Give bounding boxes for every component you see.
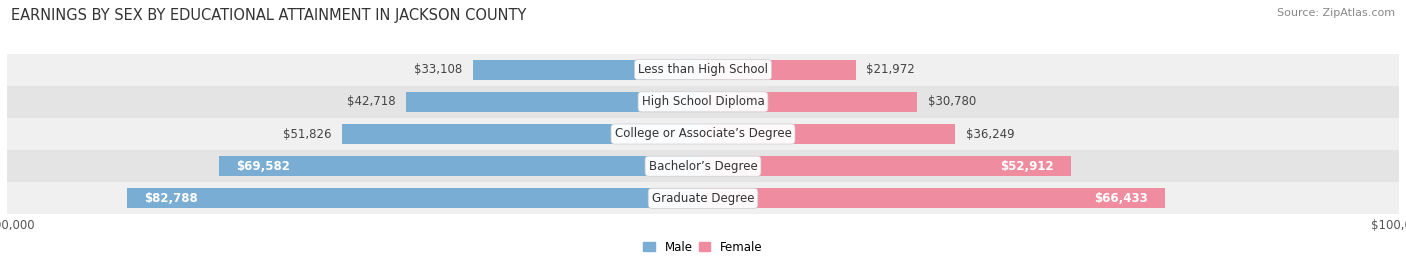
Bar <box>127 188 703 208</box>
Text: $52,912: $52,912 <box>1000 160 1054 173</box>
Bar <box>406 92 703 112</box>
Bar <box>7 86 1399 118</box>
Bar <box>7 182 1399 214</box>
Text: EARNINGS BY SEX BY EDUCATIONAL ATTAINMENT IN JACKSON COUNTY: EARNINGS BY SEX BY EDUCATIONAL ATTAINMEN… <box>11 8 527 23</box>
Bar <box>7 118 1399 150</box>
Bar <box>703 156 1071 176</box>
Text: High School Diploma: High School Diploma <box>641 95 765 108</box>
Bar <box>703 92 917 112</box>
Text: $36,249: $36,249 <box>966 128 1014 140</box>
Text: $42,718: $42,718 <box>347 95 395 108</box>
Bar <box>342 124 703 144</box>
Text: $69,582: $69,582 <box>236 160 290 173</box>
Bar <box>219 156 703 176</box>
Text: $51,826: $51,826 <box>284 128 332 140</box>
Text: College or Associate’s Degree: College or Associate’s Degree <box>614 128 792 140</box>
Legend: Male, Female: Male, Female <box>644 240 762 254</box>
Text: $66,433: $66,433 <box>1094 192 1147 205</box>
Text: Less than High School: Less than High School <box>638 63 768 76</box>
Bar <box>703 188 1166 208</box>
Bar <box>7 54 1399 86</box>
Bar <box>7 150 1399 182</box>
Text: $33,108: $33,108 <box>413 63 463 76</box>
Text: $30,780: $30,780 <box>928 95 976 108</box>
Bar <box>703 60 856 80</box>
Text: Bachelor’s Degree: Bachelor’s Degree <box>648 160 758 173</box>
Bar <box>472 60 703 80</box>
Text: $82,788: $82,788 <box>145 192 198 205</box>
Text: Graduate Degree: Graduate Degree <box>652 192 754 205</box>
Bar <box>703 124 955 144</box>
Text: $21,972: $21,972 <box>866 63 915 76</box>
Text: Source: ZipAtlas.com: Source: ZipAtlas.com <box>1277 8 1395 18</box>
